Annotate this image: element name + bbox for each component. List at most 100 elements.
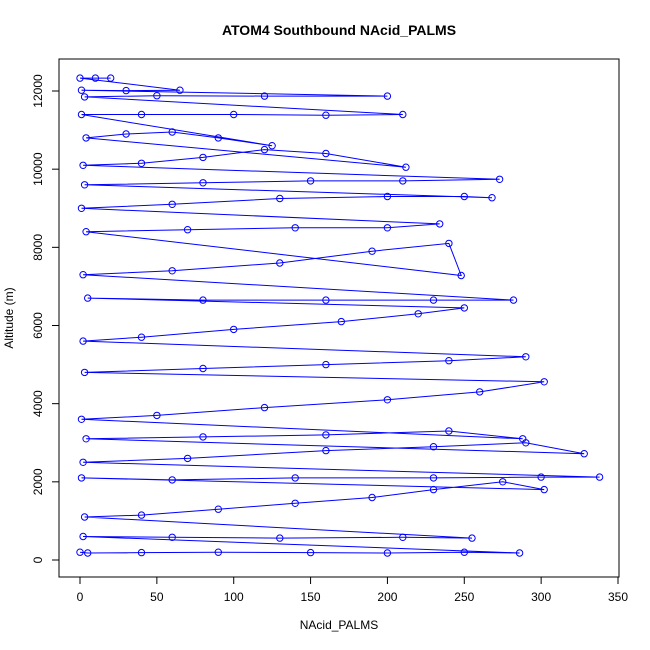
data-point bbox=[79, 271, 87, 279]
data-point bbox=[383, 92, 392, 100]
data-point bbox=[168, 533, 176, 541]
data-point bbox=[429, 485, 438, 494]
data-point bbox=[276, 534, 284, 542]
data-point bbox=[82, 228, 90, 236]
series-line bbox=[79, 77, 600, 554]
data-point bbox=[306, 548, 315, 557]
data-point bbox=[276, 194, 284, 203]
data-point bbox=[79, 532, 87, 541]
data-point bbox=[214, 548, 223, 556]
data-point bbox=[199, 179, 207, 187]
data-point bbox=[291, 474, 299, 482]
x-axis-label: NAcid_PALMS bbox=[300, 618, 378, 632]
data-point bbox=[176, 86, 184, 94]
data-point bbox=[168, 200, 176, 209]
data-point bbox=[337, 317, 345, 326]
y-axis-label: Altitude (m) bbox=[2, 287, 16, 348]
data-point bbox=[153, 92, 161, 100]
data-point bbox=[76, 548, 84, 556]
data-point bbox=[580, 450, 588, 458]
data-point bbox=[306, 177, 315, 185]
data-point bbox=[79, 161, 87, 170]
x-tick-label: 200 bbox=[377, 590, 397, 604]
chart-title: ATOM4 Southbound NAcid_PALMS bbox=[222, 22, 456, 38]
data-point bbox=[80, 93, 89, 101]
y-tick-label: 2000 bbox=[31, 468, 45, 495]
data-point bbox=[460, 304, 468, 312]
data-point bbox=[80, 368, 89, 377]
series-layer bbox=[76, 74, 604, 557]
data-point bbox=[445, 239, 453, 248]
data-point bbox=[199, 153, 207, 162]
x-tick-label: 100 bbox=[224, 590, 244, 604]
data-point bbox=[436, 220, 444, 228]
data-point bbox=[445, 357, 453, 365]
data-point bbox=[515, 549, 524, 557]
data-point bbox=[414, 310, 422, 318]
data-point bbox=[107, 74, 115, 82]
data-point bbox=[183, 226, 192, 234]
data-point bbox=[122, 86, 130, 95]
data-point bbox=[77, 110, 86, 119]
data-point bbox=[488, 194, 496, 202]
data-point bbox=[402, 163, 410, 171]
y-tick-label: 0 bbox=[31, 556, 45, 563]
data-point bbox=[383, 396, 392, 404]
data-point bbox=[322, 296, 330, 304]
data-point bbox=[445, 427, 453, 435]
plot-frame bbox=[58, 58, 620, 578]
data-point bbox=[429, 474, 438, 482]
data-point bbox=[82, 435, 90, 443]
data-point bbox=[509, 296, 518, 304]
data-point bbox=[80, 181, 89, 189]
data-point bbox=[137, 511, 146, 519]
data-point bbox=[76, 74, 84, 82]
x-tick-label: 150 bbox=[301, 590, 321, 604]
data-point bbox=[460, 548, 468, 556]
data-point bbox=[199, 296, 207, 304]
data-point bbox=[383, 224, 392, 232]
data-point bbox=[522, 353, 530, 361]
data-point bbox=[137, 333, 146, 341]
data-point bbox=[77, 415, 86, 423]
data-point bbox=[468, 534, 476, 542]
x-tick-label: 0 bbox=[77, 590, 84, 604]
data-point bbox=[183, 454, 192, 463]
data-point bbox=[322, 446, 330, 455]
data-point bbox=[519, 435, 527, 443]
data-point bbox=[460, 192, 468, 201]
data-point bbox=[595, 473, 604, 481]
x-axis: 0 50 100 150 200 250 300 350 bbox=[77, 576, 628, 604]
data-point bbox=[276, 259, 284, 267]
y-tick-label: 8000 bbox=[31, 234, 45, 261]
data-point bbox=[322, 360, 330, 369]
data-point bbox=[540, 485, 548, 494]
data-point bbox=[476, 388, 484, 396]
data-point bbox=[79, 458, 87, 466]
data-point bbox=[214, 134, 223, 142]
data-point bbox=[122, 130, 130, 138]
y-tick-label: 6000 bbox=[31, 312, 45, 339]
y-axis: 0 2000 4000 6000 8000 10000 12000 bbox=[31, 74, 60, 563]
data-point bbox=[153, 411, 161, 420]
data-point bbox=[383, 549, 392, 557]
data-point bbox=[383, 192, 392, 201]
data-point bbox=[168, 476, 176, 484]
data-point bbox=[399, 533, 407, 541]
data-point bbox=[322, 431, 330, 439]
data-point bbox=[399, 177, 407, 185]
y-tick-label: 10000 bbox=[31, 152, 45, 186]
y-tick-label: 4000 bbox=[31, 390, 45, 417]
data-point bbox=[84, 294, 92, 302]
data-point bbox=[77, 86, 86, 94]
data-point bbox=[291, 224, 299, 232]
data-point bbox=[537, 473, 545, 481]
data-point bbox=[137, 110, 146, 119]
data-point bbox=[199, 433, 207, 441]
data-point bbox=[84, 549, 92, 557]
data-point bbox=[399, 110, 407, 119]
data-point bbox=[137, 548, 146, 557]
data-point bbox=[77, 474, 86, 482]
data-point bbox=[214, 505, 223, 513]
